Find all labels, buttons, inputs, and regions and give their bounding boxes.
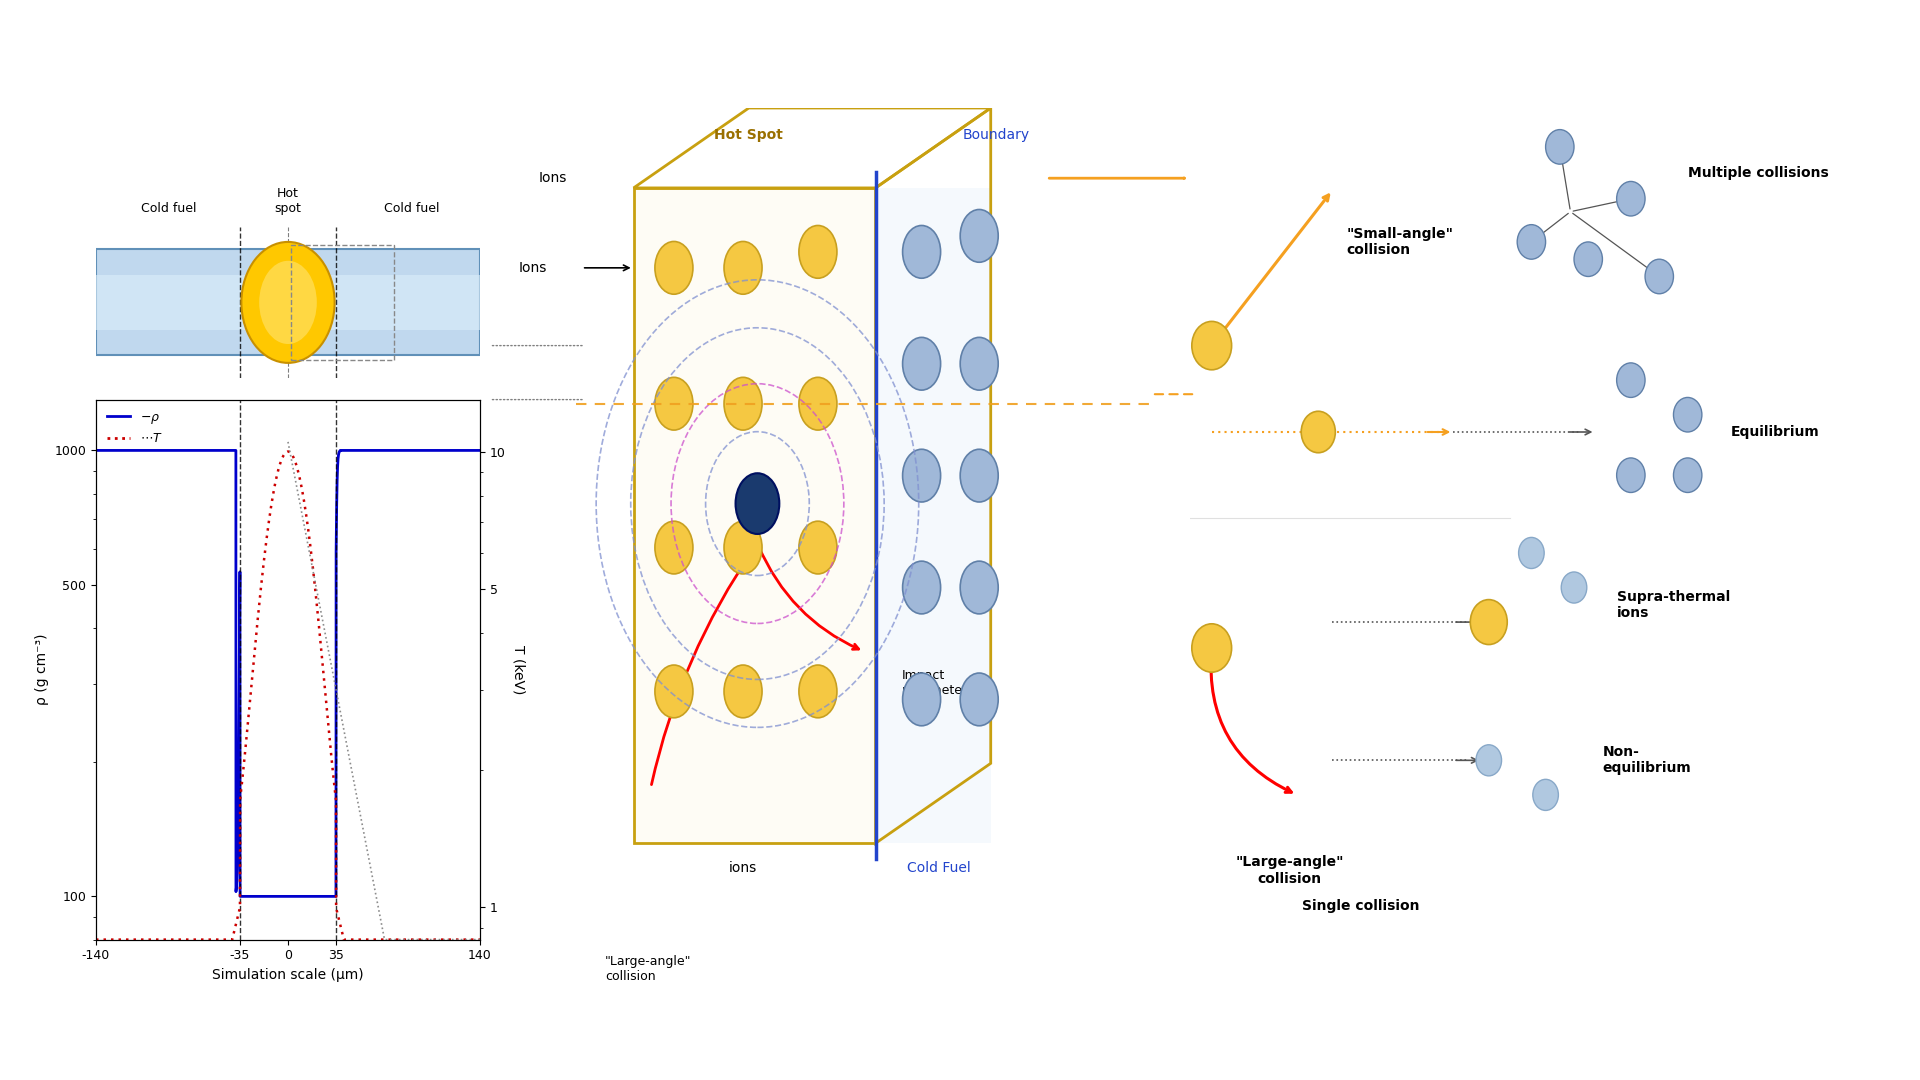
Circle shape [1561,572,1586,603]
Circle shape [902,562,941,613]
Circle shape [960,337,998,390]
Text: Supra-thermal
ions: Supra-thermal ions [1617,590,1730,620]
Text: Ions: Ions [540,172,566,185]
Text: ions: ions [730,861,756,875]
Bar [634,188,876,843]
Circle shape [1574,242,1603,276]
Circle shape [724,522,762,573]
Circle shape [960,562,998,613]
Text: "Small-angle"
collision: "Small-angle" collision [1346,227,1453,257]
Circle shape [724,377,762,430]
Bar [876,188,991,843]
Text: Cold fuel: Cold fuel [384,202,440,215]
Circle shape [1519,538,1544,568]
Text: Equilibrium: Equilibrium [1730,426,1818,438]
X-axis label: Simulation scale (μm): Simulation scale (μm) [213,968,363,982]
Text: "Large-angle"
collision: "Large-angle" collision [1236,855,1344,886]
Text: "Large-angle"
collision: "Large-angle" collision [605,955,691,983]
Circle shape [1532,780,1559,810]
Circle shape [1645,259,1674,294]
Text: Ions: Ions [518,261,547,274]
Y-axis label: ρ (g cm⁻³): ρ (g cm⁻³) [35,634,48,705]
Circle shape [799,377,837,430]
Text: Impact
parameters: Impact parameters [902,670,973,698]
Text: Hot
spot: Hot spot [275,187,301,215]
Circle shape [1617,458,1645,492]
Circle shape [655,522,693,573]
Circle shape [1476,745,1501,775]
Circle shape [902,673,941,726]
Circle shape [799,522,837,573]
Circle shape [960,210,998,262]
Legend: $-\rho$, $\cdots T$: $-\rho$, $\cdots T$ [102,406,167,450]
Text: Non-
equilibrium: Non- equilibrium [1603,745,1692,775]
Circle shape [724,665,762,718]
Text: Multiple collisions: Multiple collisions [1688,166,1828,179]
Text: Single collision: Single collision [1302,899,1419,913]
Circle shape [1617,181,1645,216]
Circle shape [735,473,780,534]
Circle shape [1192,322,1231,369]
Ellipse shape [242,242,334,363]
Text: Hot Spot: Hot Spot [714,127,783,141]
Circle shape [1674,458,1701,492]
Text: Cold Fuel: Cold Fuel [906,861,972,875]
Ellipse shape [259,260,317,343]
Circle shape [799,665,837,718]
Circle shape [1617,363,1645,397]
Bar [290,245,394,360]
Circle shape [960,449,998,502]
Y-axis label: T (keV): T (keV) [511,645,524,694]
Circle shape [1192,624,1231,672]
Circle shape [1546,130,1574,164]
Circle shape [655,377,693,430]
Text: Cold fuel: Cold fuel [140,202,196,215]
Circle shape [902,337,941,390]
Circle shape [1517,225,1546,259]
Circle shape [902,226,941,279]
Text: Boundary: Boundary [964,127,1029,141]
Circle shape [1674,397,1701,432]
Circle shape [655,242,693,294]
Bar [96,275,480,329]
Circle shape [724,242,762,294]
Bar [96,249,480,355]
Circle shape [799,226,837,279]
Circle shape [1302,411,1334,453]
Circle shape [902,449,941,502]
Circle shape [1471,599,1507,645]
Circle shape [960,673,998,726]
Circle shape [655,665,693,718]
